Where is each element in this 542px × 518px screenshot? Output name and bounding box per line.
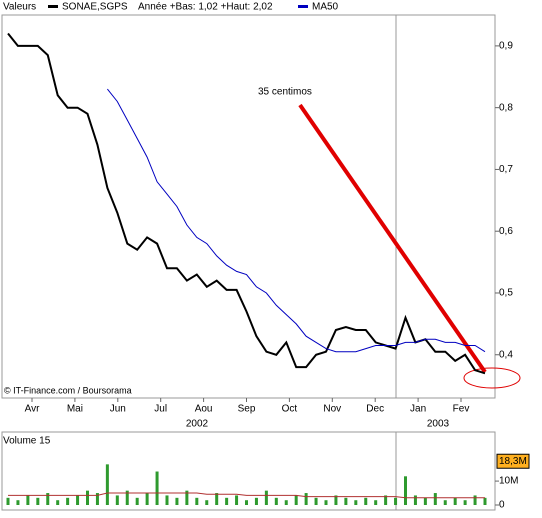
volume-bar (56, 500, 60, 505)
volume-title: Volume 15 (3, 436, 51, 447)
y-tick-label: 0,4 (499, 349, 513, 360)
volume-bar (105, 464, 109, 505)
x-tick-label: Jun (110, 404, 126, 415)
volume-bar (245, 500, 248, 505)
volume-bar (86, 490, 89, 505)
x-tick-label: Aou (195, 404, 213, 415)
volume-bar (115, 495, 119, 505)
volume-bar (453, 497, 457, 505)
legend-label: SONAE,SGPS (62, 2, 128, 13)
x-tick-label: Dec (366, 404, 384, 415)
volume-bar (195, 497, 199, 505)
volume-bar (76, 495, 80, 505)
volume-bar (165, 495, 169, 505)
volume-bar (294, 495, 298, 505)
year-label: 2003 (427, 419, 450, 430)
volume-bar (304, 493, 308, 505)
source: © IT-Finance.com / Boursorama (4, 385, 132, 395)
x-tick-label: Mai (67, 404, 83, 415)
volume-bar (205, 500, 209, 505)
volume-bar (314, 497, 318, 505)
volume-bar (344, 497, 348, 505)
volume-bar (483, 497, 487, 505)
volume-bar (473, 495, 477, 505)
volume-bar (125, 490, 129, 505)
y-tick-label: 10M (499, 476, 518, 487)
volume-bar (235, 495, 239, 505)
annotation-arrow (298, 103, 487, 374)
legend-swatch (298, 5, 308, 8)
legend-label: MA50 (312, 2, 339, 13)
volume-bar (264, 490, 268, 505)
volume-bar (413, 495, 417, 505)
volume-bar (443, 500, 447, 505)
y-tick-label: 0,9 (499, 41, 513, 52)
x-tick-label: Oct (282, 404, 298, 415)
volume-bar (46, 493, 50, 505)
volume-bar (284, 500, 288, 505)
volume-bar (384, 495, 388, 505)
volume-bar (334, 495, 338, 505)
volume-bar (364, 497, 368, 505)
volume-bar (324, 500, 328, 505)
line-series (7, 32, 486, 375)
volume-bar (155, 471, 159, 505)
legend-swatch (48, 5, 58, 8)
volume-bar (95, 493, 99, 505)
volume-bar (26, 495, 30, 505)
y-tick-label: 0,5 (499, 288, 513, 299)
x-tick-label: Nov (323, 404, 341, 415)
x-tick-label: Jan (410, 404, 426, 415)
volume-bar (374, 500, 378, 505)
annotation-ellipse (463, 367, 521, 389)
volume-bar (225, 497, 229, 505)
line-series (107, 88, 486, 353)
year-label: 2002 (186, 419, 209, 430)
y-tick-label: 0 (499, 500, 505, 511)
x-tick-label: Fev (453, 404, 470, 415)
volume-bar (463, 500, 467, 505)
line-series (8, 492, 485, 499)
subtitle: Année +Bas: 1,02 +Haut: 2,02 (138, 2, 273, 13)
current-volume-label: 18,3M (499, 456, 527, 467)
y-tick-label: 0,6 (499, 226, 513, 237)
volume-bar (135, 497, 139, 505)
current-volume-box (496, 453, 530, 469)
volume-bar (254, 497, 258, 505)
volume-bar (16, 500, 20, 505)
volume-bar (66, 497, 70, 505)
x-tick-label: Avr (25, 404, 40, 415)
y-tick-label: 0,8 (499, 102, 513, 113)
volume-bar (145, 493, 149, 505)
volume-bar (433, 493, 437, 505)
volume-bar (274, 497, 278, 505)
annotation: 35 centimos (258, 87, 312, 98)
volume-bar (404, 476, 407, 505)
volume-bar (185, 490, 189, 505)
volume-bar (36, 497, 40, 505)
x-tick-label: Jul (154, 404, 167, 415)
volume-bar (354, 500, 358, 505)
volume-plot-frame (1, 431, 496, 511)
volume-bar (423, 497, 427, 505)
volume-bar (215, 493, 219, 505)
legend-title: Valeurs (3, 2, 36, 13)
x-tick-label: Sep (238, 404, 256, 415)
volume-bar (175, 497, 179, 505)
y-tick-label: 0,7 (499, 164, 513, 175)
volume-bar (394, 497, 398, 505)
volume-bar (6, 497, 10, 505)
